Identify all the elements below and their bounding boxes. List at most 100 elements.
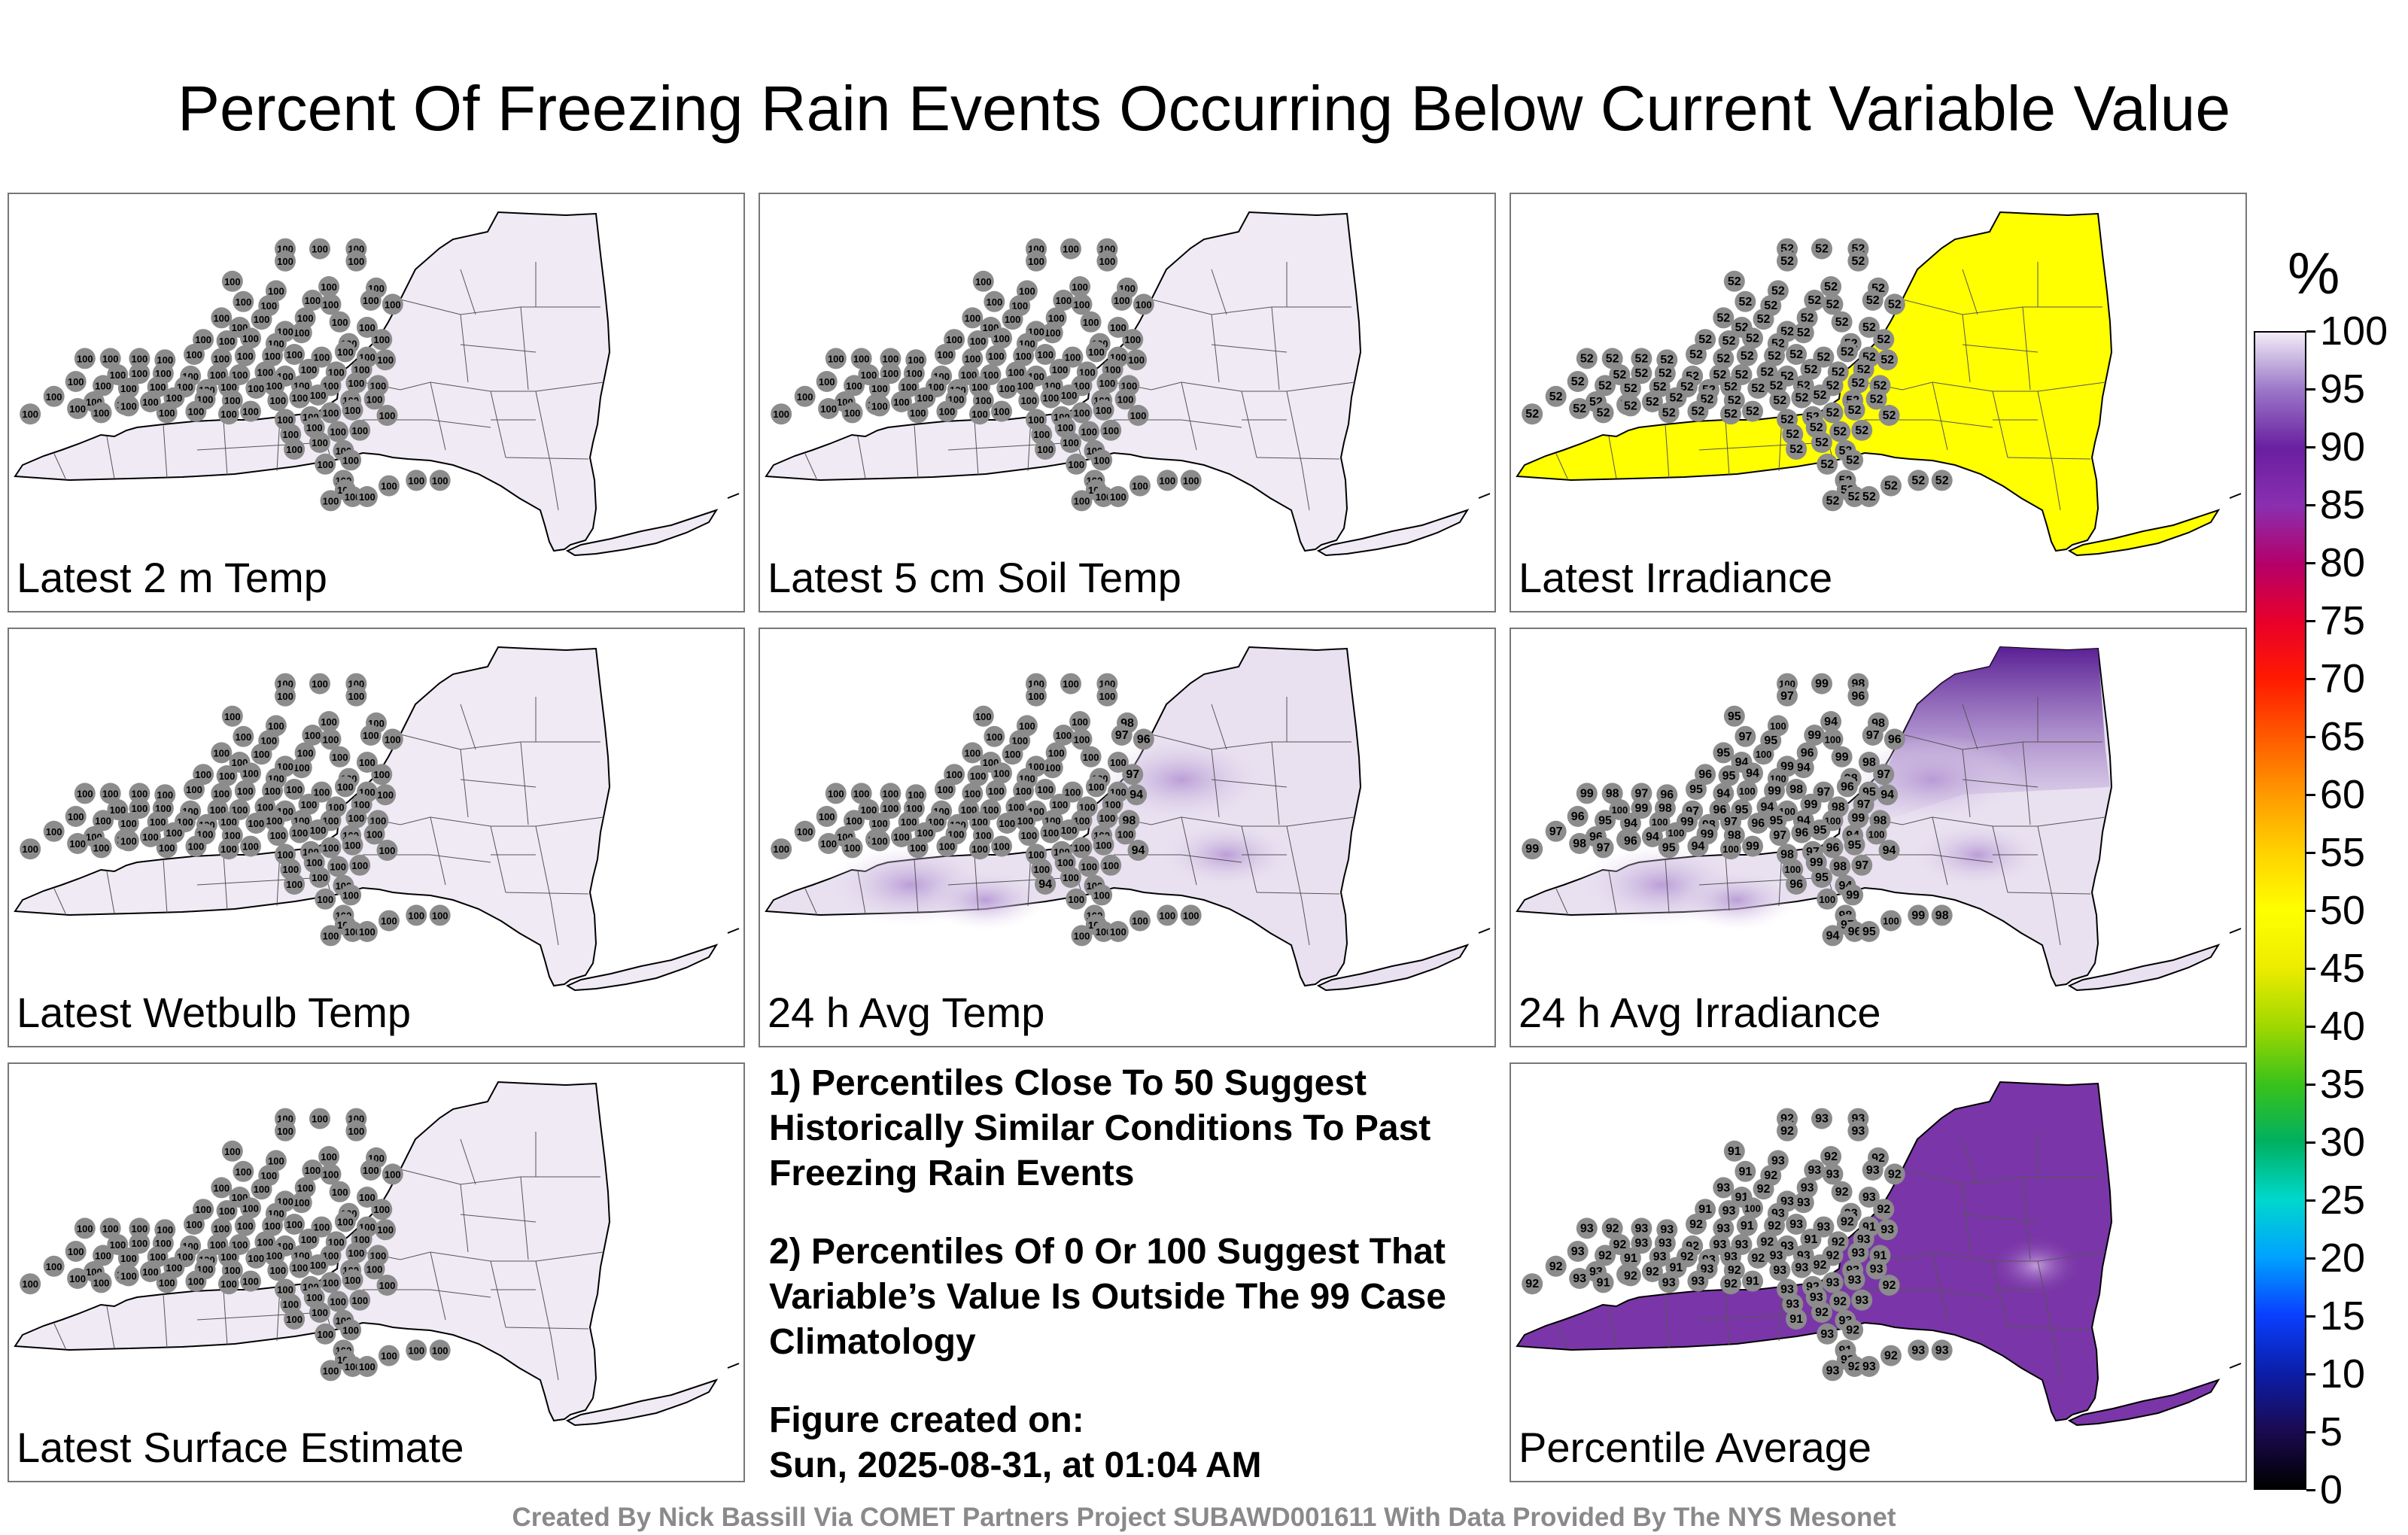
station-dot: [1157, 904, 1178, 926]
station-marker: 100: [342, 921, 363, 942]
station-value: 52: [1713, 369, 1727, 381]
station-dot: [43, 385, 65, 407]
station-dot: [1026, 685, 1047, 707]
station-value: 95: [1770, 814, 1783, 827]
station-marker: 100: [320, 925, 342, 947]
station-value: 52: [1877, 333, 1890, 346]
station-dot: [1764, 1214, 1786, 1236]
station-value: 52: [1624, 400, 1637, 412]
station-dot: [1747, 813, 1769, 834]
station-dot: [1127, 840, 1149, 861]
county-border: [1932, 1251, 2106, 1262]
station-dot: [309, 867, 330, 888]
station-value: 100: [883, 353, 899, 364]
station-value: 100: [1019, 285, 1035, 296]
station-value: 97: [1115, 729, 1129, 742]
station-marker: 100: [320, 1360, 342, 1382]
station-marker: 100: [429, 470, 451, 491]
station-value: 100: [310, 1260, 327, 1271]
colorbar-tick-mark: [2306, 504, 2315, 506]
station-marker: 95: [1686, 779, 1707, 800]
station-value: 93: [1795, 1262, 1808, 1275]
station-dot: [129, 783, 150, 804]
station-dot: [880, 363, 901, 385]
station-value: 94: [1624, 817, 1637, 830]
station-value: 100: [95, 815, 111, 826]
county-border: [520, 741, 529, 825]
station-value: 100: [345, 1361, 361, 1372]
station-marker: 52: [1641, 391, 1663, 412]
station-dot: [1545, 1255, 1567, 1277]
station-value: 100: [853, 788, 870, 799]
station-value: 94: [1797, 761, 1811, 774]
station-marker: 100: [1018, 390, 1040, 412]
station-value: 100: [964, 747, 981, 758]
station-marker: 100: [233, 725, 254, 747]
station-marker: 100: [349, 419, 371, 441]
station-value: 100: [312, 437, 328, 448]
station-dot: [1066, 888, 1087, 910]
station-dot: [233, 725, 254, 747]
station-value: 92: [1835, 1186, 1849, 1199]
station-dot: [1931, 904, 1953, 926]
station-value: 100: [1052, 364, 1069, 375]
county-border: [460, 704, 476, 750]
station-value: 100: [330, 1296, 346, 1308]
station-value: 100: [773, 843, 789, 855]
station-marker: 99: [1811, 673, 1832, 695]
county-border: [1962, 269, 1978, 315]
station-value: 100: [377, 789, 394, 801]
station-value: 100: [408, 1345, 424, 1356]
station-dot: [1111, 290, 1133, 311]
station-dot: [1719, 838, 1741, 860]
station-value: 100: [345, 926, 361, 938]
station-marker: 100: [185, 835, 207, 857]
station-value: 100: [385, 299, 401, 310]
long-island-outline: [1316, 509, 1470, 557]
map-panel-24h-avg-irradiance: 100 99 98 97 96 95 94 100 99 98 97 96 95 94 100 99 98 97 9…: [1510, 628, 2247, 1047]
station-value: 52: [1880, 354, 1894, 366]
station-dot: [850, 348, 872, 369]
station-value: 100: [323, 1277, 339, 1288]
station-value: 100: [110, 369, 126, 381]
station-value: 100: [293, 327, 310, 339]
station-value: 100: [846, 380, 862, 391]
station-value: 99: [1815, 678, 1829, 691]
station-value: 100: [269, 1265, 286, 1276]
island-tick: [1478, 928, 1491, 934]
station-value: 100: [1068, 894, 1084, 905]
station-dot: [1595, 810, 1616, 831]
station-dot: [216, 765, 238, 786]
station-dot: [74, 783, 96, 804]
station-marker: 100: [211, 1217, 233, 1239]
station-value: 100: [1008, 801, 1025, 813]
station-dot: [356, 921, 378, 942]
station-dot: [1091, 884, 1113, 906]
station-dot: [342, 921, 363, 942]
station-value: 100: [871, 818, 888, 829]
station-value: 100: [93, 1277, 110, 1288]
station-dot: [1658, 402, 1680, 424]
station-marker: 100: [1060, 238, 1081, 260]
station-marker: 100: [1085, 776, 1107, 798]
station-marker: 92: [1595, 1245, 1616, 1266]
station-dot: [1858, 317, 1880, 338]
station-dot: [251, 1178, 272, 1200]
station-marker: 100: [74, 783, 96, 804]
station-value: 93: [1826, 1276, 1840, 1289]
station-marker: 99: [1800, 793, 1822, 815]
station-value: 100: [277, 1284, 293, 1295]
station-marker: 100: [240, 327, 262, 349]
station-dot: [1842, 1319, 1864, 1341]
station-marker: 100: [284, 344, 306, 365]
station-marker: 100: [320, 1272, 342, 1293]
station-value: 100: [988, 786, 1005, 797]
station-dot: [1736, 1214, 1758, 1236]
station-value: 96: [1795, 827, 1808, 840]
station-value: 91: [1669, 1262, 1683, 1275]
station-marker: 100: [334, 341, 356, 363]
station-value: 100: [1099, 813, 1116, 824]
station-value: 100: [993, 841, 1010, 853]
station-marker: 96: [1847, 685, 1869, 707]
station-dot: [1908, 904, 1929, 926]
